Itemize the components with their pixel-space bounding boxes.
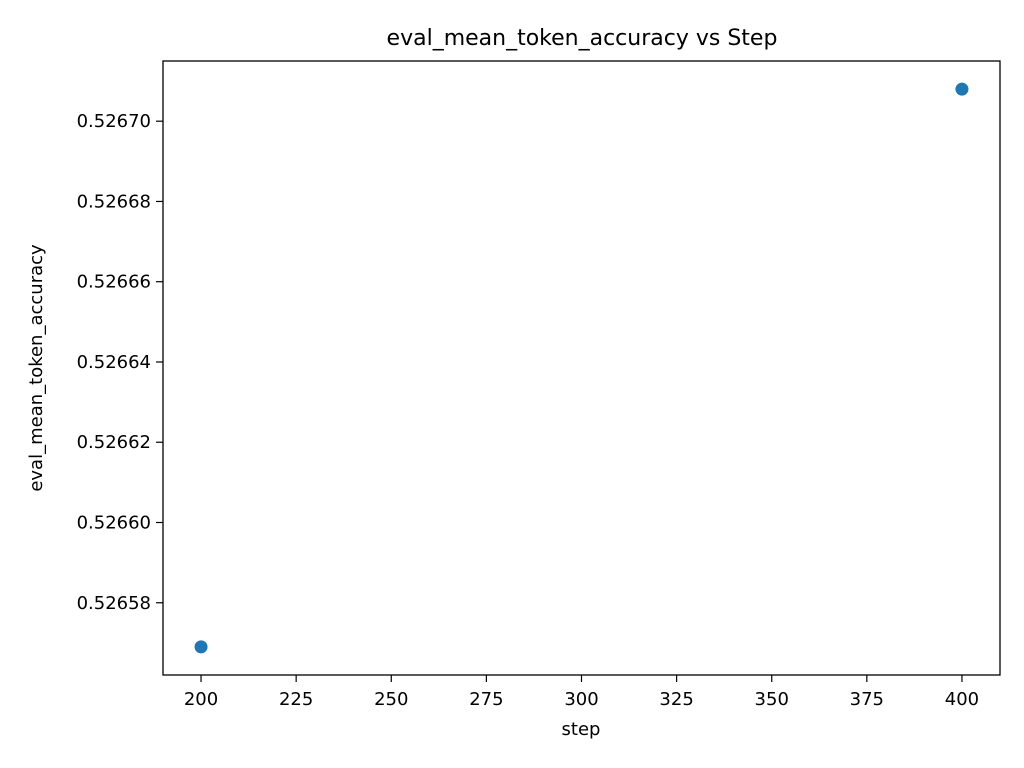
chart-title: eval_mean_token_accuracy vs Step — [387, 26, 778, 51]
x-tick-label: 325 — [659, 689, 693, 710]
x-axis-label: step — [562, 719, 601, 740]
y-tick-label: 0.52662 — [77, 432, 151, 453]
y-tick-label: 0.52660 — [77, 513, 151, 534]
y-tick-label: 0.52658 — [77, 593, 151, 614]
x-tick-label: 375 — [850, 689, 884, 710]
y-tick-label: 0.52670 — [77, 111, 151, 132]
y-axis-ticks: 0.52658 0.52660 0.52662 0.52664 0.52666 0.526… — [77, 111, 163, 614]
y-axis-label: eval_mean_token_accuracy — [26, 244, 47, 492]
data-point — [194, 640, 208, 654]
x-tick-label: 225 — [279, 689, 313, 710]
x-tick-label: 275 — [469, 689, 503, 710]
x-axis-ticks: 200 225 250 275 300 325 350 375 400 — [184, 675, 979, 710]
y-tick-label: 0.52664 — [77, 352, 151, 373]
x-tick-label: 400 — [945, 689, 979, 710]
x-tick-label: 250 — [374, 689, 408, 710]
y-tick-label: 0.52666 — [77, 272, 151, 293]
x-tick-label: 200 — [184, 689, 218, 710]
plot-area-frame — [162, 60, 1001, 676]
x-tick-label: 350 — [755, 689, 789, 710]
y-tick-label: 0.52668 — [77, 191, 151, 212]
data-point — [955, 82, 969, 96]
x-tick-label: 300 — [564, 689, 598, 710]
data-points — [194, 82, 969, 654]
